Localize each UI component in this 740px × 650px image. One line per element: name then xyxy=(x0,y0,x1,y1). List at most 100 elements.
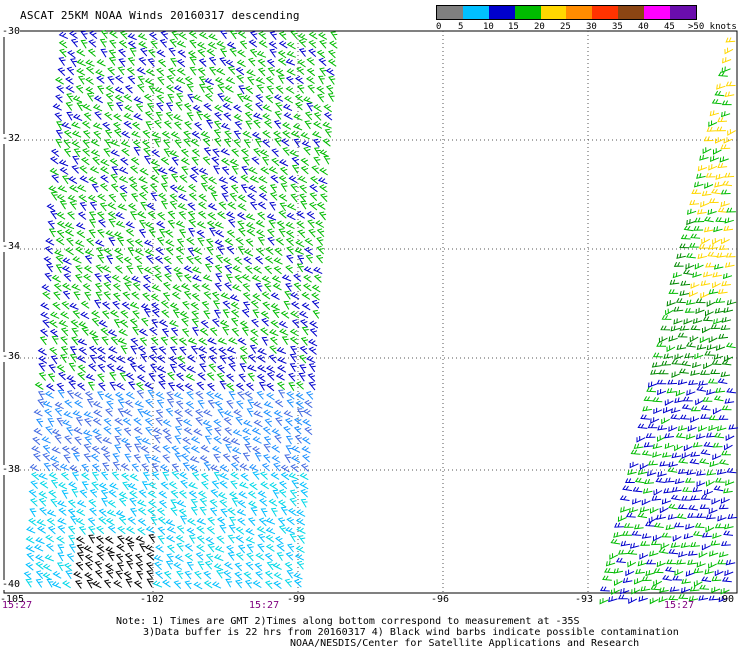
wind-barb xyxy=(190,138,200,147)
wind-barb xyxy=(58,40,68,49)
wind-barb xyxy=(683,225,694,232)
wind-barb xyxy=(236,59,246,68)
wind-barb xyxy=(266,382,275,392)
wind-barb xyxy=(273,120,282,129)
wind-barb xyxy=(304,120,312,130)
wind-barb xyxy=(264,580,273,590)
wind-barb xyxy=(190,436,201,444)
wind-barb xyxy=(234,256,243,265)
wind-barb xyxy=(214,400,223,410)
wind-barb xyxy=(617,549,628,555)
wind-barb xyxy=(272,282,282,291)
wind-barb xyxy=(702,147,712,155)
wind-barb xyxy=(316,201,326,210)
wind-barb xyxy=(220,184,229,194)
wind-barb xyxy=(56,85,65,94)
wind-barb xyxy=(192,283,201,292)
wind-barb xyxy=(299,319,309,328)
wind-barb xyxy=(673,306,684,312)
wind-barb xyxy=(140,201,148,211)
wind-barb xyxy=(712,237,721,245)
wind-barb xyxy=(682,269,693,275)
wind-barb xyxy=(60,327,69,337)
wind-barb xyxy=(38,490,48,499)
wind-barb xyxy=(131,193,139,202)
wind-barb xyxy=(324,128,332,138)
wind-barb xyxy=(685,523,695,530)
wind-barb xyxy=(231,284,242,292)
wind-barb xyxy=(272,562,282,570)
wind-barb xyxy=(205,255,214,265)
wind-barb xyxy=(84,436,92,445)
wind-barb xyxy=(197,561,205,571)
wind-barb xyxy=(713,318,723,325)
wind-barb xyxy=(124,552,133,561)
wind-barb xyxy=(173,121,182,130)
wind-barb xyxy=(198,193,207,202)
wind-barb xyxy=(659,506,669,514)
wind-barb xyxy=(112,121,122,131)
wind-barb xyxy=(36,418,44,428)
wind-barb xyxy=(637,512,648,519)
wind-barb xyxy=(316,85,325,95)
wind-barb xyxy=(189,56,197,66)
wind-barb xyxy=(111,166,119,176)
wind-barb xyxy=(209,327,218,337)
wind-barb xyxy=(56,535,65,544)
wind-barb xyxy=(690,233,701,239)
wind-barb xyxy=(303,146,311,156)
wind-barb xyxy=(126,526,136,535)
wind-barb xyxy=(242,130,252,139)
wind-barb xyxy=(668,425,678,432)
wind-barb xyxy=(87,517,96,526)
wind-barb xyxy=(292,123,303,131)
wind-barb xyxy=(163,120,172,129)
wind-barb xyxy=(152,166,160,176)
wind-barb xyxy=(246,552,254,562)
wind-barb xyxy=(45,426,53,435)
wind-barb xyxy=(253,401,263,409)
wind-barb xyxy=(198,337,208,346)
wind-barb xyxy=(110,139,120,147)
wind-barb xyxy=(98,319,108,328)
wind-barb xyxy=(167,210,176,220)
wind-barb xyxy=(208,227,216,237)
wind-barb xyxy=(190,166,199,175)
wind-barb xyxy=(56,220,66,229)
wind-barb xyxy=(204,93,213,102)
wind-barb xyxy=(617,594,628,600)
wind-barb xyxy=(170,131,180,139)
wind-barb xyxy=(286,68,296,76)
wind-barb xyxy=(137,507,147,516)
wind-barb xyxy=(713,226,723,233)
wind-barb xyxy=(144,417,153,427)
wind-barb xyxy=(235,535,244,544)
wind-barb xyxy=(88,39,97,48)
map-frame xyxy=(3,30,738,594)
wind-barb xyxy=(200,472,209,482)
wind-barb xyxy=(132,310,140,319)
wind-barb xyxy=(162,419,172,427)
wind-barb xyxy=(226,400,234,409)
wind-barb xyxy=(156,354,166,364)
wind-barb xyxy=(94,282,103,292)
wind-barb xyxy=(293,417,303,426)
wind-barb xyxy=(58,31,69,40)
wind-barb xyxy=(279,166,288,176)
wind-barb xyxy=(280,506,288,516)
wind-barb xyxy=(192,104,202,113)
wind-barb xyxy=(245,222,256,230)
wind-barb xyxy=(191,292,201,302)
wind-barb xyxy=(706,126,717,132)
wind-barb xyxy=(309,328,318,337)
wind-barb xyxy=(622,530,632,536)
wind-barb xyxy=(243,248,254,257)
wind-barb xyxy=(311,284,321,293)
wind-barb xyxy=(38,497,47,507)
wind-barb xyxy=(95,264,103,274)
wind-barb xyxy=(64,435,72,445)
wind-barb xyxy=(213,129,221,139)
wind-barb xyxy=(297,59,306,68)
wind-barb xyxy=(703,441,714,448)
wind-barb xyxy=(188,228,195,237)
